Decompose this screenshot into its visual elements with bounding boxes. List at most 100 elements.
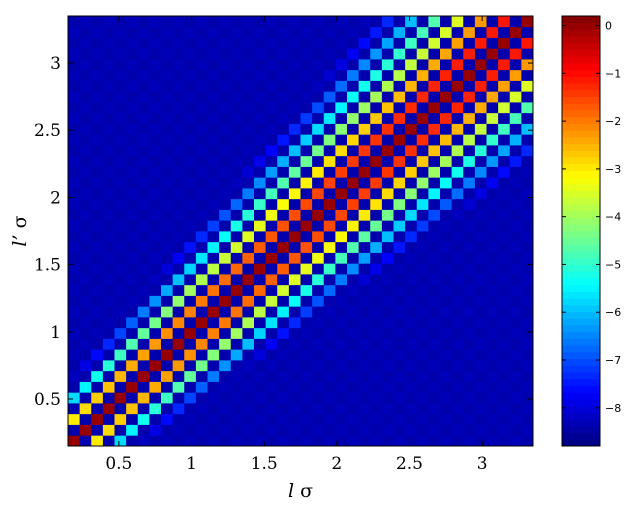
colorbar-swatch (562, 439, 600, 447)
heatmap-cell (521, 177, 534, 189)
heatmap-cell (486, 252, 499, 264)
heatmap-cell (230, 403, 243, 415)
heatmap-cell (521, 338, 534, 350)
colorbar-tick-label: −8 (605, 402, 621, 415)
heatmap-cell (137, 123, 150, 135)
heatmap-cell (242, 413, 255, 425)
heatmap-cell (265, 112, 278, 124)
heatmap-cell (393, 48, 406, 60)
heatmap-cell (358, 26, 371, 38)
heatmap-cell (126, 220, 139, 232)
heatmap-cell (416, 198, 429, 210)
heatmap-cell (161, 102, 174, 114)
heatmap-cell (277, 306, 290, 318)
heatmap-cell (521, 166, 534, 178)
heatmap-cell (498, 166, 511, 178)
heatmap-cell (277, 338, 290, 350)
heatmap-cell (323, 435, 336, 447)
heatmap-cell (68, 392, 81, 404)
heatmap-cell (405, 59, 418, 71)
heatmap-cell (254, 155, 267, 167)
heatmap-cell (416, 295, 429, 307)
heatmap-cell (498, 16, 511, 28)
colorbar-swatch (562, 83, 600, 91)
heatmap-cell (335, 381, 348, 393)
heatmap-cell (347, 413, 360, 425)
heatmap-cell (405, 91, 418, 103)
heatmap-cell (498, 209, 511, 221)
heatmap-cell (323, 317, 336, 329)
heatmap-cell (463, 198, 476, 210)
heatmap-cell (509, 166, 522, 178)
heatmap-cell (300, 220, 313, 232)
heatmap-cell (137, 403, 150, 415)
heatmap-cell (161, 209, 174, 221)
heatmap-cell (126, 306, 139, 318)
heatmap-cell (428, 198, 441, 210)
heatmap-cell (126, 188, 139, 200)
heatmap-cell (428, 123, 441, 135)
heatmap-cell (428, 134, 441, 146)
colorbar-swatch (562, 304, 600, 313)
heatmap-cell (474, 349, 487, 361)
heatmap-cell (288, 327, 301, 339)
heatmap-cell (312, 403, 325, 415)
colorbar-swatch (562, 204, 600, 212)
heatmap-cell (195, 209, 208, 221)
heatmap-cell (149, 403, 162, 415)
heatmap-cell (335, 424, 348, 436)
heatmap-cell (381, 327, 394, 339)
heatmap-cell (428, 80, 441, 92)
heatmap-cell (405, 188, 418, 200)
heatmap-cell (149, 155, 162, 167)
heatmap-cell (440, 102, 453, 114)
heatmap-cell (161, 241, 174, 253)
heatmap-cell (277, 188, 290, 200)
heatmap-cell (277, 59, 290, 71)
heatmap-cell (335, 413, 348, 425)
heatmap-cell (254, 209, 267, 221)
heatmap-cell (370, 424, 383, 436)
heatmap-cell (300, 188, 313, 200)
heatmap-cell (91, 188, 104, 200)
heatmap-cell (323, 145, 336, 157)
heatmap-cell (428, 59, 441, 71)
heatmap-cell (79, 274, 92, 286)
heatmap-cell (126, 435, 139, 447)
heatmap-cell (381, 252, 394, 264)
heatmap-cell (126, 102, 139, 114)
heatmap-cell (219, 91, 232, 103)
heatmap-cell (474, 26, 487, 38)
heatmap-cell (91, 327, 104, 339)
heatmap-cell (381, 177, 394, 189)
heatmap-cell (242, 231, 255, 243)
heatmap-cell (137, 220, 150, 232)
heatmap-cell (381, 231, 394, 243)
heatmap-cell (184, 102, 197, 114)
heatmap-cell (509, 284, 522, 296)
colorbar-swatch (562, 22, 600, 30)
heatmap-cell (277, 263, 290, 275)
heatmap-cell (277, 145, 290, 157)
heatmap-cell (114, 263, 127, 275)
heatmap-cell (486, 306, 499, 318)
heatmap-cell (486, 80, 499, 92)
heatmap-cell (137, 112, 150, 124)
heatmap-cell (219, 209, 232, 221)
heatmap-cell (137, 209, 150, 221)
heatmap-cell (440, 381, 453, 393)
heatmap-cell (440, 220, 453, 232)
heatmap-cell (347, 80, 360, 92)
heatmap-cell (254, 188, 267, 200)
heatmap-cell (277, 349, 290, 361)
heatmap-cell (486, 274, 499, 286)
heatmap-cell (68, 295, 81, 307)
heatmap-cell (312, 80, 325, 92)
heatmap-cell (323, 231, 336, 243)
heatmap-cell (102, 16, 115, 28)
heatmap-cell (114, 166, 127, 178)
heatmap-cell (242, 403, 255, 415)
heatmap-cell (474, 134, 487, 146)
heatmap-cell (428, 48, 441, 60)
heatmap-cell (195, 91, 208, 103)
